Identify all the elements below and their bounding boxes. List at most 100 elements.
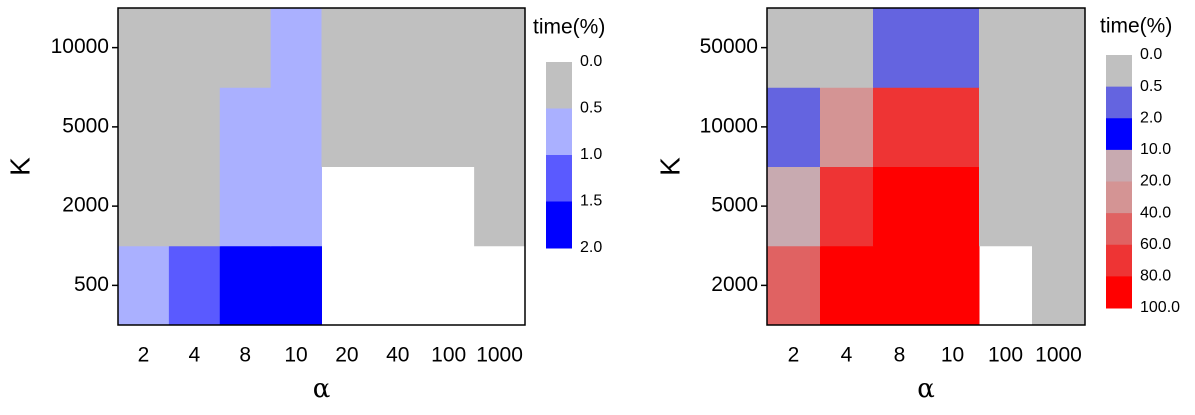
colorbar-title: time(%) bbox=[533, 16, 605, 39]
x-tick-label: 40 bbox=[386, 344, 409, 367]
heatmap-cell bbox=[270, 8, 322, 88]
colorbar-bin bbox=[1106, 276, 1132, 309]
heatmap-cell bbox=[219, 245, 272, 326]
colorbar-tick-label: 1.5 bbox=[580, 193, 602, 210]
colorbar-tick-label: 80.0 bbox=[1140, 268, 1171, 285]
x-tick-label: 4 bbox=[841, 344, 853, 367]
plot-frame bbox=[766, 7, 1086, 326]
x-tick-label: 1000 bbox=[1035, 344, 1082, 367]
colorbar-bin bbox=[546, 155, 572, 202]
x-tick-label: 2 bbox=[788, 344, 800, 367]
colorbar-bin bbox=[1106, 118, 1132, 151]
colorbar-tick-label: 0.5 bbox=[1140, 78, 1162, 95]
heatmap-cell bbox=[873, 8, 927, 88]
heatmap-cell bbox=[118, 8, 170, 88]
heatmap-cell bbox=[270, 87, 322, 167]
heatmap-cell bbox=[979, 166, 1033, 247]
heatmap-cell bbox=[979, 87, 1033, 167]
x-tick-label: 20 bbox=[335, 344, 358, 367]
colorbar-tick-label: 60.0 bbox=[1140, 236, 1171, 253]
y-axis-label: K bbox=[654, 157, 685, 176]
x-tick-label: 2 bbox=[138, 344, 150, 367]
heatmap-cell bbox=[820, 87, 874, 167]
x-tick-label: 1000 bbox=[476, 344, 523, 367]
heatmap-cell bbox=[423, 87, 475, 167]
heatmap-cell bbox=[873, 87, 927, 167]
x-tick-label: 10 bbox=[941, 344, 964, 367]
heatmap-cell bbox=[219, 8, 272, 88]
heatmap-cell bbox=[118, 87, 170, 167]
heatmap-cell bbox=[372, 8, 424, 88]
x-tick-label: 100 bbox=[431, 344, 466, 367]
colorbar-bin bbox=[1106, 149, 1132, 182]
colorbar-tick-label: 0.5 bbox=[580, 100, 602, 117]
x-axis-label: α bbox=[917, 374, 935, 404]
heatmap-cell bbox=[926, 8, 980, 88]
colorbar-tick-label: 10.0 bbox=[1140, 141, 1171, 158]
heatmap-cell bbox=[1032, 166, 1086, 247]
colorbar-bin bbox=[1106, 213, 1132, 246]
colorbar-tick-label: 20.0 bbox=[1140, 173, 1171, 190]
heatmap-cell bbox=[474, 8, 526, 88]
heatmap-cell bbox=[270, 245, 322, 326]
y-tick-label: 50000 bbox=[700, 35, 758, 58]
colorbar-tick-label: 40.0 bbox=[1140, 204, 1171, 221]
heatmap-cell bbox=[926, 166, 980, 247]
colorbar-bin bbox=[1106, 181, 1132, 214]
y-tick-label: 5000 bbox=[711, 194, 758, 217]
heatmap-cell bbox=[820, 245, 874, 326]
heatmap-cell bbox=[820, 166, 874, 247]
x-tick-label: 8 bbox=[239, 344, 251, 367]
heatmap-cell bbox=[926, 245, 980, 326]
heatmap-cell bbox=[767, 166, 821, 247]
y-tick-label: 2000 bbox=[62, 194, 109, 217]
colorbar-tick-label: 100.0 bbox=[1140, 299, 1180, 316]
colorbar-tick-label: 1.0 bbox=[580, 146, 602, 163]
heatmap-cell bbox=[767, 245, 821, 326]
heatmap-cell bbox=[474, 166, 526, 247]
heatmap-cell bbox=[321, 87, 373, 167]
y-tick-label: 10000 bbox=[51, 35, 109, 58]
colorbar-bin bbox=[546, 62, 572, 109]
heatmap-cell bbox=[423, 8, 475, 88]
colorbar-bin bbox=[1106, 244, 1132, 277]
y-tick-label: 2000 bbox=[711, 273, 758, 296]
heatmap-cell bbox=[1032, 8, 1086, 88]
heatmap-cell bbox=[321, 8, 373, 88]
x-axis-label: α bbox=[313, 374, 331, 404]
heatmap-cell bbox=[270, 166, 322, 247]
y-tick-label: 10000 bbox=[700, 114, 758, 137]
heatmap-cell bbox=[979, 8, 1033, 88]
y-axis-label: K bbox=[4, 157, 35, 176]
colorbar-bin bbox=[1106, 86, 1132, 119]
heatmap-cell bbox=[474, 87, 526, 167]
heatmap-cell bbox=[219, 87, 272, 167]
heatmap-cell bbox=[168, 87, 221, 167]
colorbar-tick-label: 2.0 bbox=[1140, 109, 1162, 126]
colorbar-bin bbox=[546, 201, 572, 249]
colorbar-bin bbox=[546, 108, 572, 156]
colorbar-tick-label: 0.0 bbox=[1140, 46, 1162, 63]
x-tick-label: 10 bbox=[284, 344, 307, 367]
x-tick-label: 4 bbox=[188, 344, 200, 367]
colorbar-tick-label: 0.0 bbox=[580, 53, 602, 70]
x-tick-label: 8 bbox=[894, 344, 906, 367]
heatmap-cell bbox=[1032, 245, 1086, 326]
heatmap-cell bbox=[1032, 87, 1086, 167]
y-tick-label: 500 bbox=[74, 273, 109, 296]
heatmap-cell bbox=[219, 166, 272, 247]
heatmap-cell bbox=[118, 166, 170, 247]
colorbar-title: time(%) bbox=[1100, 15, 1172, 38]
heatmap-cell bbox=[873, 245, 927, 326]
heatmap-cell bbox=[820, 8, 874, 88]
heatmap-cell bbox=[873, 166, 927, 247]
heatmap-cell bbox=[118, 245, 170, 326]
heatmap-cell bbox=[168, 166, 221, 247]
x-tick-label: 100 bbox=[988, 344, 1023, 367]
plot-frame bbox=[117, 7, 526, 326]
heatmap-cell bbox=[372, 87, 424, 167]
heatmap-cell bbox=[168, 8, 221, 88]
heatmap-cell bbox=[767, 87, 821, 167]
colorbar-bin bbox=[1106, 55, 1132, 88]
